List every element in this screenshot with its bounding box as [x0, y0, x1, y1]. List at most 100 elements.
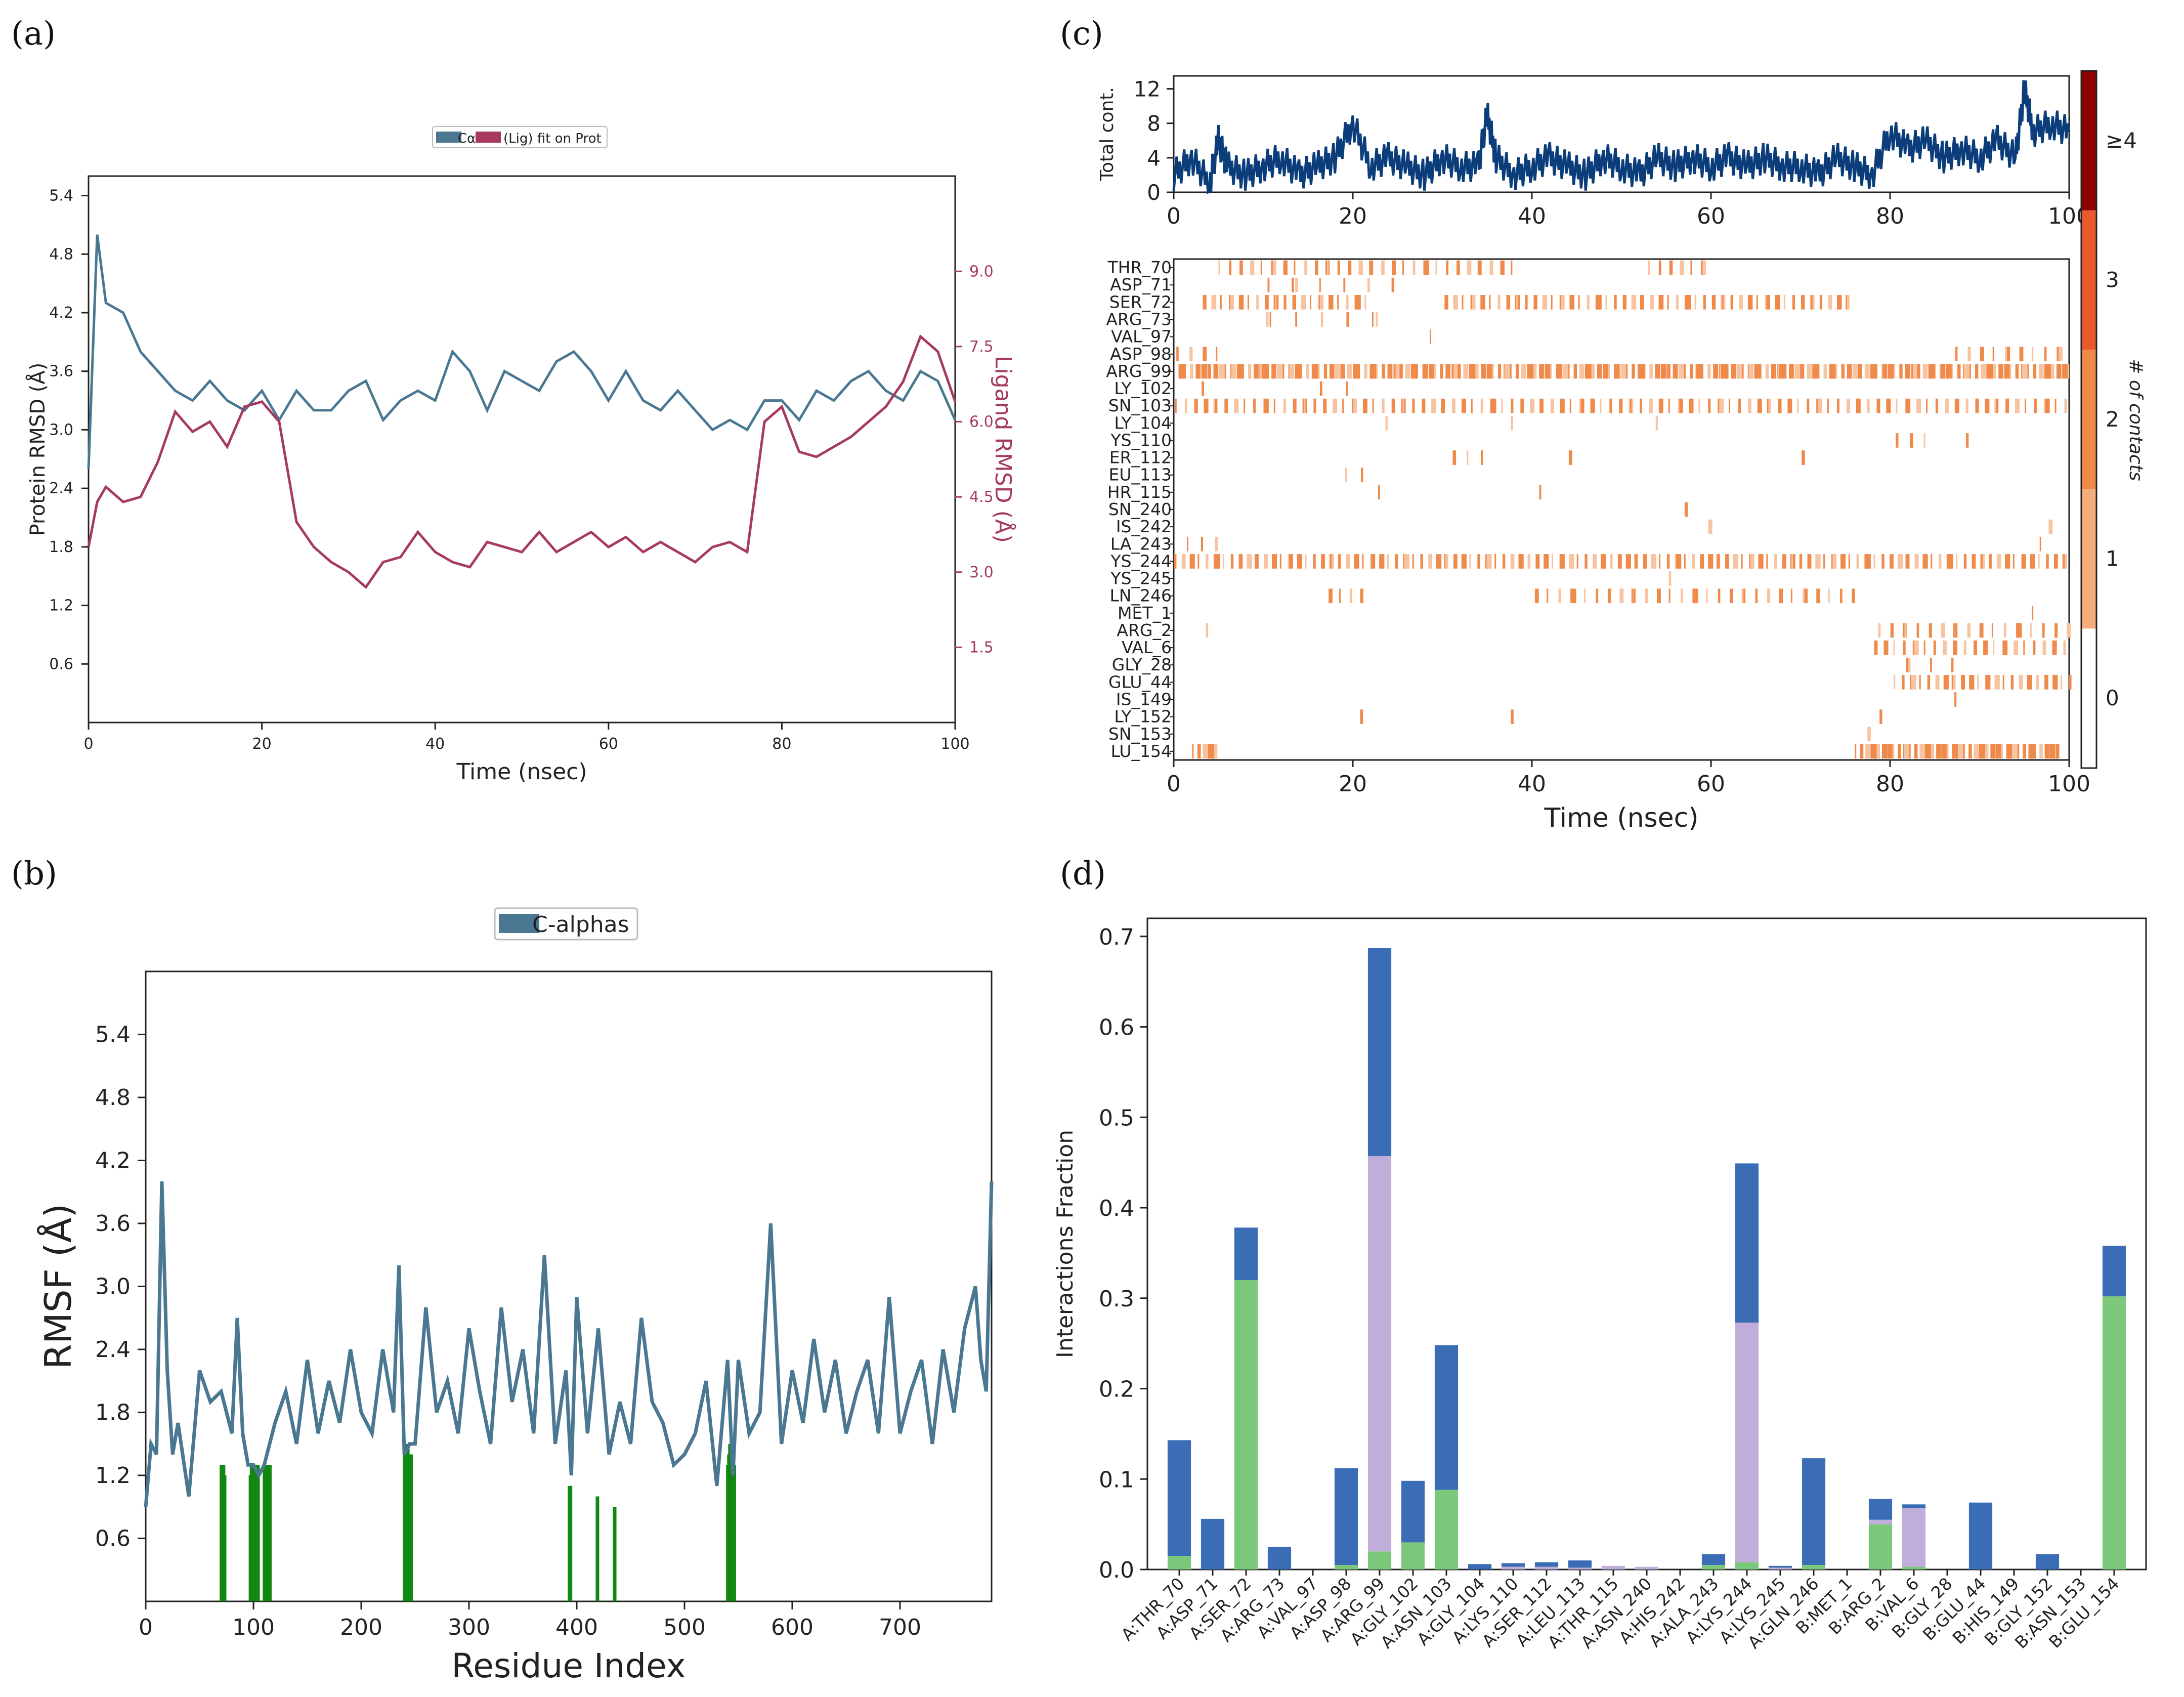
contact-mark	[1846, 295, 1848, 310]
y-tick-label: 5.4	[95, 1022, 131, 1048]
contact-mark	[1213, 364, 1219, 379]
colorbar-frame	[2080, 70, 2097, 769]
bar-h-bonds	[1367, 1551, 1392, 1570]
contact-mark	[1372, 312, 1374, 327]
contact-mark	[1905, 554, 1907, 569]
contact-mark	[1189, 347, 1193, 362]
contact-mark	[1283, 295, 1287, 310]
bar-ionic	[1635, 1566, 1659, 1569]
contact-mark	[2057, 347, 2060, 362]
contact-mark	[1975, 364, 1979, 379]
contact-mark	[1954, 640, 1956, 655]
contact-mark	[2064, 398, 2067, 413]
contact-mark	[1346, 554, 1350, 569]
contact-mark	[1215, 398, 1218, 413]
contact-mark	[1882, 364, 1888, 379]
contact-mark	[1899, 364, 1903, 379]
contact-mark	[1539, 398, 1541, 413]
contact-mark	[1596, 588, 1599, 604]
contact-mark	[1883, 640, 1889, 655]
colorbar-tick-label: 1	[2106, 546, 2119, 571]
contact-mark	[1511, 709, 1514, 724]
y2-tick-label: 6.0	[969, 413, 994, 431]
contact-mark	[1420, 554, 1423, 569]
contact-mark	[1381, 260, 1385, 275]
contact-mark	[1856, 554, 1859, 569]
contact-mark	[1755, 588, 1758, 604]
colorbar-tick-label: 0	[2106, 686, 2119, 710]
contact-mark	[1405, 364, 1410, 379]
contact-mark	[1631, 295, 1637, 310]
contact-mark	[1922, 554, 1928, 569]
contact-mark	[1271, 260, 1274, 275]
contact-mark	[1203, 744, 1208, 759]
contact-mark	[1684, 554, 1686, 569]
contact-mark	[1323, 364, 1327, 379]
bar-water-bridges	[2102, 1246, 2126, 1297]
contact-mark	[1295, 364, 1302, 379]
bar-water-bridges	[1735, 1163, 1759, 1323]
contact-mark	[1244, 398, 1246, 413]
contact-mark	[1655, 416, 1658, 431]
contact-mark	[1181, 554, 1186, 569]
contact-mark	[1318, 364, 1320, 379]
contact-residue-bar	[256, 1465, 260, 1601]
bar-h-bonds	[2102, 1296, 2126, 1569]
contact-mark	[1717, 554, 1720, 569]
contact-mark	[1580, 398, 1585, 413]
contact-mark	[1467, 260, 1472, 275]
contact-mark	[1535, 554, 1540, 569]
contact-mark	[1640, 398, 1642, 413]
y-tick-label: 0.5	[1099, 1105, 1134, 1131]
contact-mark	[1626, 364, 1628, 379]
contact-mark	[1542, 295, 1548, 310]
contact-mark	[1974, 744, 1979, 759]
row-label: LN_246	[1109, 586, 1172, 606]
contact-mark	[1955, 347, 1958, 362]
contact-mark	[1238, 554, 1243, 569]
contact-mark	[2005, 554, 2010, 569]
contact-mark	[1294, 260, 1296, 275]
contact-mark	[2004, 640, 2008, 655]
bar-water-bridges	[1334, 1468, 1358, 1565]
contact-mark	[1497, 295, 1501, 310]
contact-mark	[1669, 260, 1673, 275]
contact-mark	[2010, 675, 2014, 690]
contact-mark	[1956, 554, 1957, 569]
contact-mark	[1731, 364, 1736, 379]
contact-mark	[1444, 295, 1448, 310]
contact-mark	[1229, 260, 1232, 275]
row-label: LY_102	[1114, 378, 1172, 398]
contact-mark	[1679, 398, 1683, 413]
contact-mark	[1640, 295, 1642, 310]
bar-ionic	[1568, 1567, 1592, 1569]
contact-mark	[1530, 398, 1535, 413]
contact-mark	[1946, 744, 1948, 759]
contact-mark	[1573, 364, 1577, 379]
contact-mark	[1858, 364, 1860, 379]
contact-mark	[1372, 398, 1374, 413]
contact-mark	[1391, 398, 1395, 413]
contact-mark	[1479, 260, 1482, 275]
y-tick-label: 12	[1134, 77, 1161, 102]
contact-mark	[1859, 364, 1862, 379]
contact-mark	[1768, 398, 1771, 413]
bar-ionic	[1735, 1323, 1759, 1562]
contact-mark	[1264, 554, 1268, 569]
contact-mark	[1584, 588, 1586, 604]
contact-mark	[1475, 364, 1479, 379]
contact-mark	[1694, 588, 1698, 604]
contact-mark	[1649, 398, 1653, 413]
contact-mark	[1765, 364, 1769, 379]
contact-mark	[1951, 657, 1954, 672]
contact-mark	[1760, 364, 1762, 379]
y2-tick-label: 1.5	[969, 639, 994, 656]
contact-mark	[1561, 554, 1565, 569]
bar-water-bridges	[1802, 1458, 1826, 1565]
x-tick-label: 100	[2048, 771, 2090, 797]
contact-mark	[1846, 398, 1850, 413]
contact-mark	[1511, 398, 1514, 413]
contact-mark	[2062, 364, 2069, 379]
contact-mark	[2019, 347, 2024, 362]
contact-mark	[1777, 364, 1779, 379]
